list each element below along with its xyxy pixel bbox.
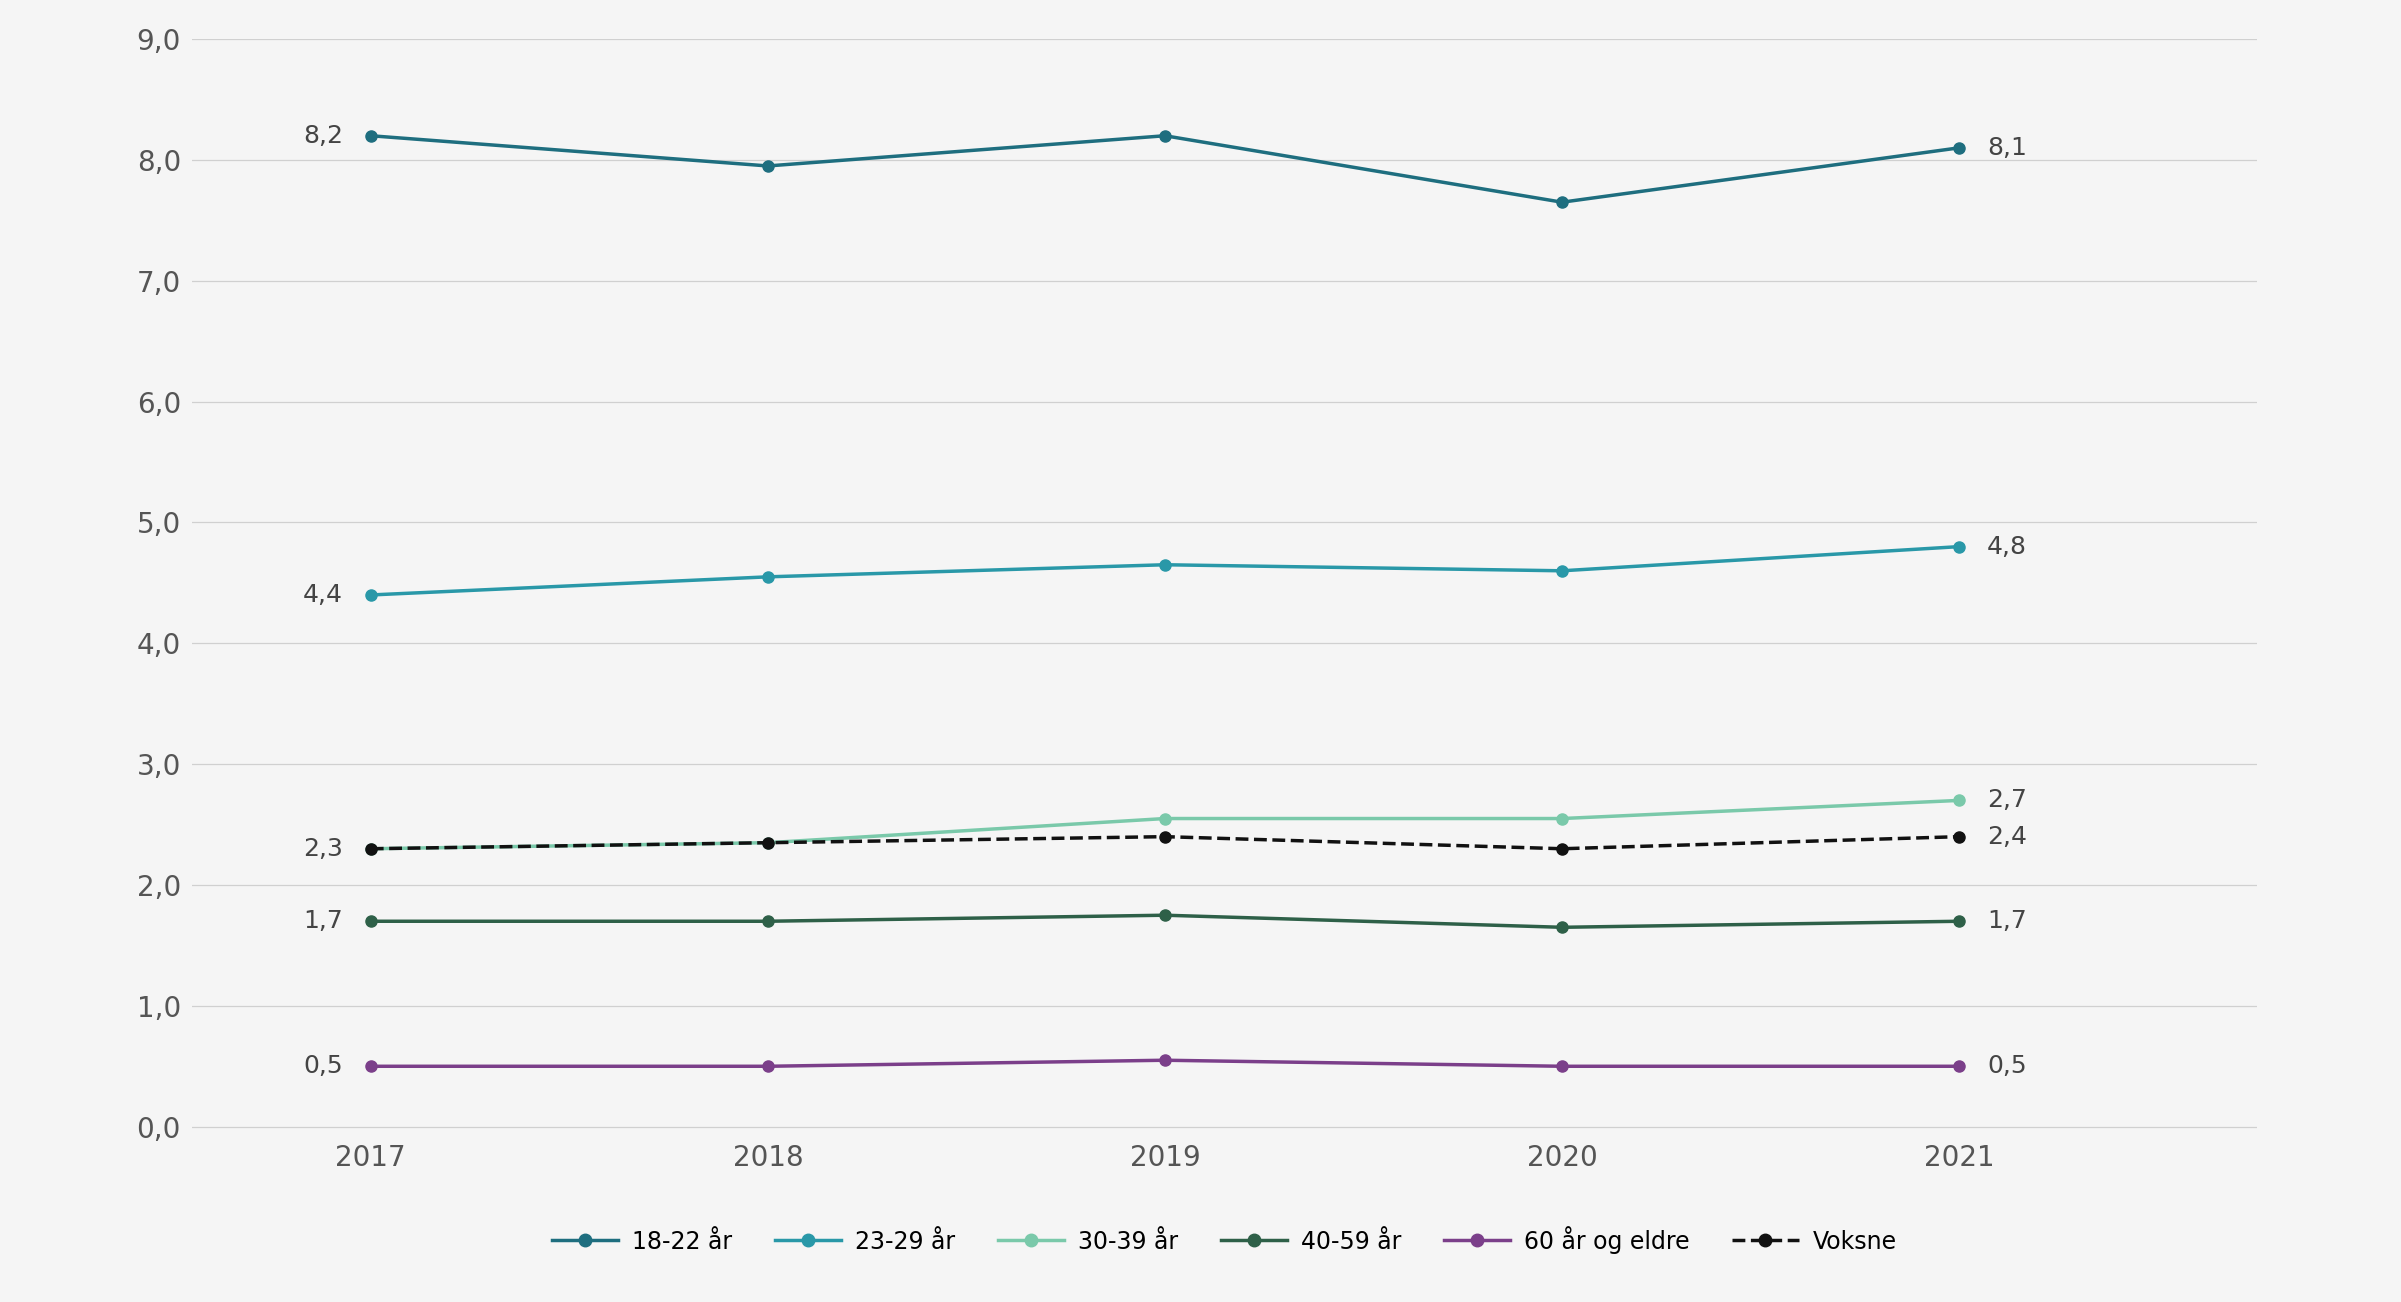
Text: 0,5: 0,5	[303, 1055, 343, 1078]
Text: 4,8: 4,8	[1988, 535, 2026, 559]
Text: 2,7: 2,7	[1988, 789, 2026, 812]
Text: 8,1: 8,1	[1988, 135, 2026, 160]
Text: 1,7: 1,7	[1988, 909, 2026, 934]
Text: 0,5: 0,5	[1988, 1055, 2026, 1078]
Text: 2,4: 2,4	[1988, 824, 2026, 849]
Text: 2,3: 2,3	[303, 837, 343, 861]
Text: 4,4: 4,4	[303, 583, 343, 607]
Text: 1,7: 1,7	[303, 909, 343, 934]
Legend: 18-22 år, 23-29 år, 30-39 år, 40-59 år, 60 år og eldre, Voksne: 18-22 år, 23-29 år, 30-39 år, 40-59 år, …	[543, 1216, 1906, 1263]
Text: 8,2: 8,2	[303, 124, 343, 147]
